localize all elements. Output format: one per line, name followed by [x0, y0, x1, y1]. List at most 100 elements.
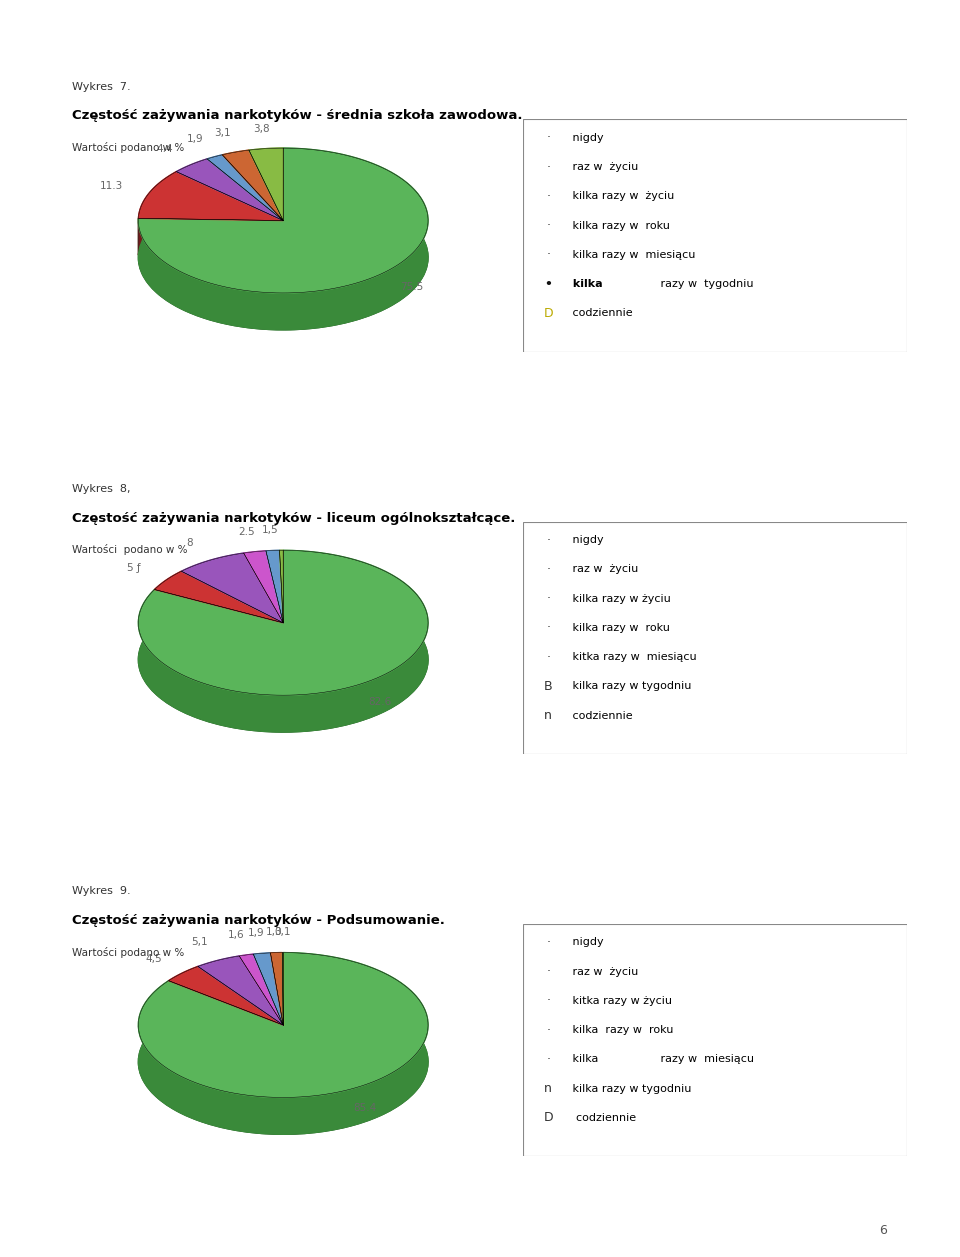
Polygon shape — [253, 953, 283, 1024]
Text: 75.5: 75.5 — [400, 282, 423, 292]
Polygon shape — [198, 957, 239, 1003]
Text: codziennie: codziennie — [569, 710, 633, 720]
Text: ·: · — [546, 1023, 550, 1037]
Text: codziennie: codziennie — [569, 1112, 636, 1123]
Text: ·: · — [546, 161, 550, 173]
Polygon shape — [138, 551, 428, 695]
Polygon shape — [138, 953, 428, 1134]
Text: ·: · — [546, 994, 550, 1007]
Text: B: B — [544, 680, 552, 693]
Polygon shape — [155, 571, 181, 626]
Text: razy w  tygodniu: razy w tygodniu — [657, 279, 754, 289]
Polygon shape — [279, 551, 283, 587]
Polygon shape — [198, 957, 283, 1024]
Text: n: n — [544, 1082, 552, 1095]
Polygon shape — [138, 148, 428, 293]
Text: Częstość zażywania narkotyków - średnia szkoła zawodowa.: Częstość zażywania narkotyków - średnia … — [72, 109, 522, 122]
Text: 1,5: 1,5 — [261, 525, 278, 535]
Polygon shape — [138, 551, 428, 732]
Text: 5,1: 5,1 — [191, 938, 207, 948]
Ellipse shape — [138, 989, 428, 1134]
Text: 2.5: 2.5 — [238, 527, 255, 537]
Polygon shape — [138, 172, 283, 220]
Polygon shape — [253, 953, 271, 991]
Text: 3,1: 3,1 — [214, 128, 230, 138]
Text: 1,6: 1,6 — [228, 930, 244, 940]
Text: razy w  miesiącu: razy w miesiącu — [657, 1055, 754, 1065]
Text: codziennie: codziennie — [569, 308, 633, 318]
Text: 6: 6 — [879, 1224, 887, 1237]
Text: 8: 8 — [186, 538, 193, 548]
Polygon shape — [181, 553, 244, 608]
Polygon shape — [138, 148, 428, 329]
Text: Częstość zażywania narkotyków - liceum ogólnokształcące.: Częstość zażywania narkotyków - liceum o… — [72, 512, 516, 524]
Text: kilka: kilka — [569, 279, 603, 289]
Text: kilka razy w życiu: kilka razy w życiu — [569, 593, 671, 603]
Text: 1,3: 1,3 — [266, 928, 283, 938]
Polygon shape — [223, 150, 249, 192]
Polygon shape — [249, 148, 283, 187]
Text: Częstość zażywania narkotyków - Podsumowanie.: Częstość zażywania narkotyków - Podsumow… — [72, 914, 444, 926]
Text: Wartości podano w %: Wartości podano w % — [72, 142, 184, 153]
Text: 4,5: 4,5 — [146, 954, 162, 964]
Text: kilka razy w tygodniu: kilka razy w tygodniu — [569, 681, 691, 691]
Ellipse shape — [138, 587, 428, 732]
Text: 1,9: 1,9 — [248, 929, 264, 939]
Text: Wykres  9.: Wykres 9. — [72, 886, 131, 896]
Polygon shape — [177, 158, 283, 220]
Polygon shape — [266, 551, 279, 588]
Polygon shape — [138, 953, 428, 1097]
Text: nigdy: nigdy — [569, 938, 604, 948]
Text: kitka razy w  miesiącu: kitka razy w miesiącu — [569, 652, 697, 662]
Text: nigdy: nigdy — [569, 535, 604, 546]
Text: kilka razy w  roku: kilka razy w roku — [569, 623, 670, 634]
Polygon shape — [181, 553, 283, 622]
Polygon shape — [207, 155, 223, 196]
Text: raz w  życiu: raz w życiu — [569, 967, 638, 977]
Text: ·: · — [546, 965, 550, 978]
Text: 0,1: 0,1 — [275, 928, 291, 938]
Text: 3,8: 3,8 — [252, 123, 270, 133]
Polygon shape — [138, 172, 177, 255]
Text: Wykres  8,: Wykres 8, — [72, 484, 131, 494]
Polygon shape — [279, 551, 283, 622]
Polygon shape — [177, 158, 207, 209]
Text: kitka razy w życiu: kitka razy w życiu — [569, 996, 672, 1006]
Text: 1,9: 1,9 — [187, 134, 204, 143]
Text: ·: · — [546, 936, 550, 949]
Text: raz w  życiu: raz w życiu — [569, 162, 638, 172]
Text: ·: · — [546, 592, 550, 605]
Text: 4.4: 4.4 — [156, 145, 174, 155]
Text: ·: · — [546, 563, 550, 576]
Polygon shape — [207, 155, 283, 220]
Text: kilka razy w  roku: kilka razy w roku — [569, 221, 670, 231]
Text: 5 ƒ: 5 ƒ — [127, 563, 141, 573]
Polygon shape — [266, 551, 283, 622]
Text: kilka razy w tygodniu: kilka razy w tygodniu — [569, 1084, 691, 1094]
Text: D: D — [543, 1111, 553, 1125]
Text: ·: · — [546, 621, 550, 635]
Polygon shape — [271, 953, 282, 989]
Polygon shape — [239, 954, 283, 1024]
Polygon shape — [239, 954, 253, 993]
Polygon shape — [244, 551, 266, 590]
Text: 82.6: 82.6 — [368, 696, 391, 706]
Text: Wykres  7.: Wykres 7. — [72, 82, 131, 92]
Text: 11.3: 11.3 — [100, 181, 123, 191]
Polygon shape — [271, 953, 283, 1024]
Text: nigdy: nigdy — [569, 133, 604, 143]
Polygon shape — [169, 967, 198, 1018]
Text: kilka razy w  życiu: kilka razy w życiu — [569, 191, 675, 201]
Text: ·: · — [546, 534, 550, 547]
Text: kilka  razy w  roku: kilka razy w roku — [569, 1026, 674, 1036]
Text: ·: · — [546, 132, 550, 145]
Text: ·: · — [546, 190, 550, 202]
Text: n: n — [544, 709, 552, 723]
Ellipse shape — [138, 185, 428, 329]
Text: kilka razy w  miesiącu: kilka razy w miesiącu — [569, 250, 696, 260]
Text: Wartości  podano w %: Wartości podano w % — [72, 544, 187, 556]
Text: kilka: kilka — [569, 1055, 599, 1065]
Text: ·: · — [546, 219, 550, 233]
Text: Wartości podano w %: Wartości podano w % — [72, 947, 184, 958]
Text: D: D — [543, 307, 553, 321]
